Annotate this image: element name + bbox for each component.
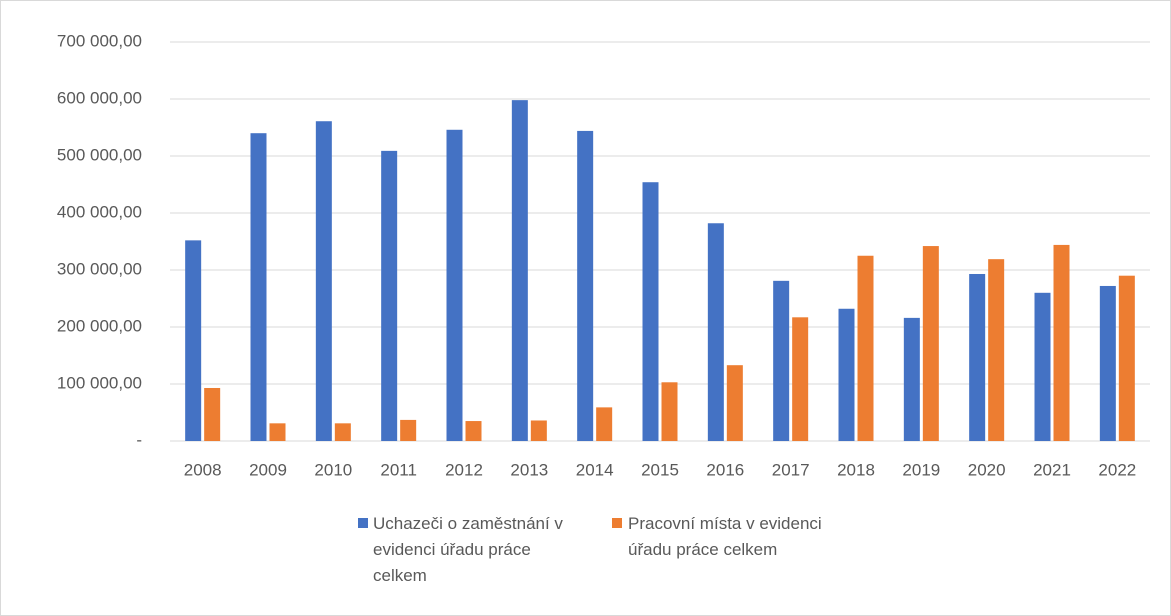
y-tick-label: 200 000,00	[57, 316, 142, 335]
y-tick-label: 400 000,00	[57, 202, 142, 221]
bar	[530, 420, 547, 441]
bar	[465, 421, 482, 441]
x-tick-label: 2018	[837, 460, 875, 479]
x-tick-label: 2013	[510, 460, 548, 479]
bar	[857, 255, 874, 441]
bar	[334, 423, 351, 441]
bar	[577, 130, 594, 442]
bar	[726, 365, 743, 441]
bar	[969, 273, 986, 441]
bar	[642, 182, 659, 441]
bar	[250, 133, 267, 441]
bar	[596, 407, 613, 441]
bar	[446, 129, 463, 441]
x-tick-label: 2016	[706, 460, 744, 479]
y-tick-label: -	[136, 430, 142, 449]
x-tick-label: 2012	[445, 460, 483, 479]
bar	[1118, 275, 1135, 441]
legend-swatch	[358, 518, 368, 528]
bar	[988, 259, 1005, 441]
bar	[204, 387, 221, 441]
legend-swatch	[612, 518, 622, 528]
bar	[269, 423, 286, 441]
bar	[381, 150, 398, 441]
legend-label: Pracovní místa v evidenci úřadu práce ce…	[628, 514, 822, 559]
x-tick-label: 2010	[314, 460, 352, 479]
y-tick-label: 600 000,00	[57, 88, 142, 107]
bar	[511, 100, 528, 441]
bar	[1053, 244, 1070, 441]
x-tick-label: 2017	[772, 460, 810, 479]
bar	[922, 246, 939, 441]
bar	[792, 317, 809, 441]
x-tick-label: 2009	[249, 460, 287, 479]
bar	[773, 280, 790, 441]
bar	[707, 223, 724, 441]
x-tick-label: 2014	[576, 460, 614, 479]
bar	[185, 240, 202, 441]
y-tick-label: 300 000,00	[57, 259, 142, 278]
bar	[315, 121, 332, 441]
bar	[400, 419, 417, 441]
legend-label: Uchazeči o zaměstnání v evidenci úřadu p…	[373, 514, 563, 585]
y-tick-label: 100 000,00	[57, 373, 142, 392]
bar	[1099, 285, 1116, 441]
bar	[1034, 292, 1051, 441]
x-tick-label: 2021	[1033, 460, 1071, 479]
x-tick-label: 2020	[968, 460, 1006, 479]
bar	[838, 308, 855, 441]
bar	[903, 317, 920, 441]
y-tick-label: 500 000,00	[57, 145, 142, 164]
x-tick-label: 2015	[641, 460, 679, 479]
y-tick-label: 700 000,00	[57, 31, 142, 50]
x-tick-label: 2022	[1098, 460, 1136, 479]
x-tick-label: 2008	[184, 460, 222, 479]
bar	[661, 382, 678, 441]
x-tick-label: 2019	[902, 460, 940, 479]
x-tick-label: 2011	[380, 460, 417, 479]
